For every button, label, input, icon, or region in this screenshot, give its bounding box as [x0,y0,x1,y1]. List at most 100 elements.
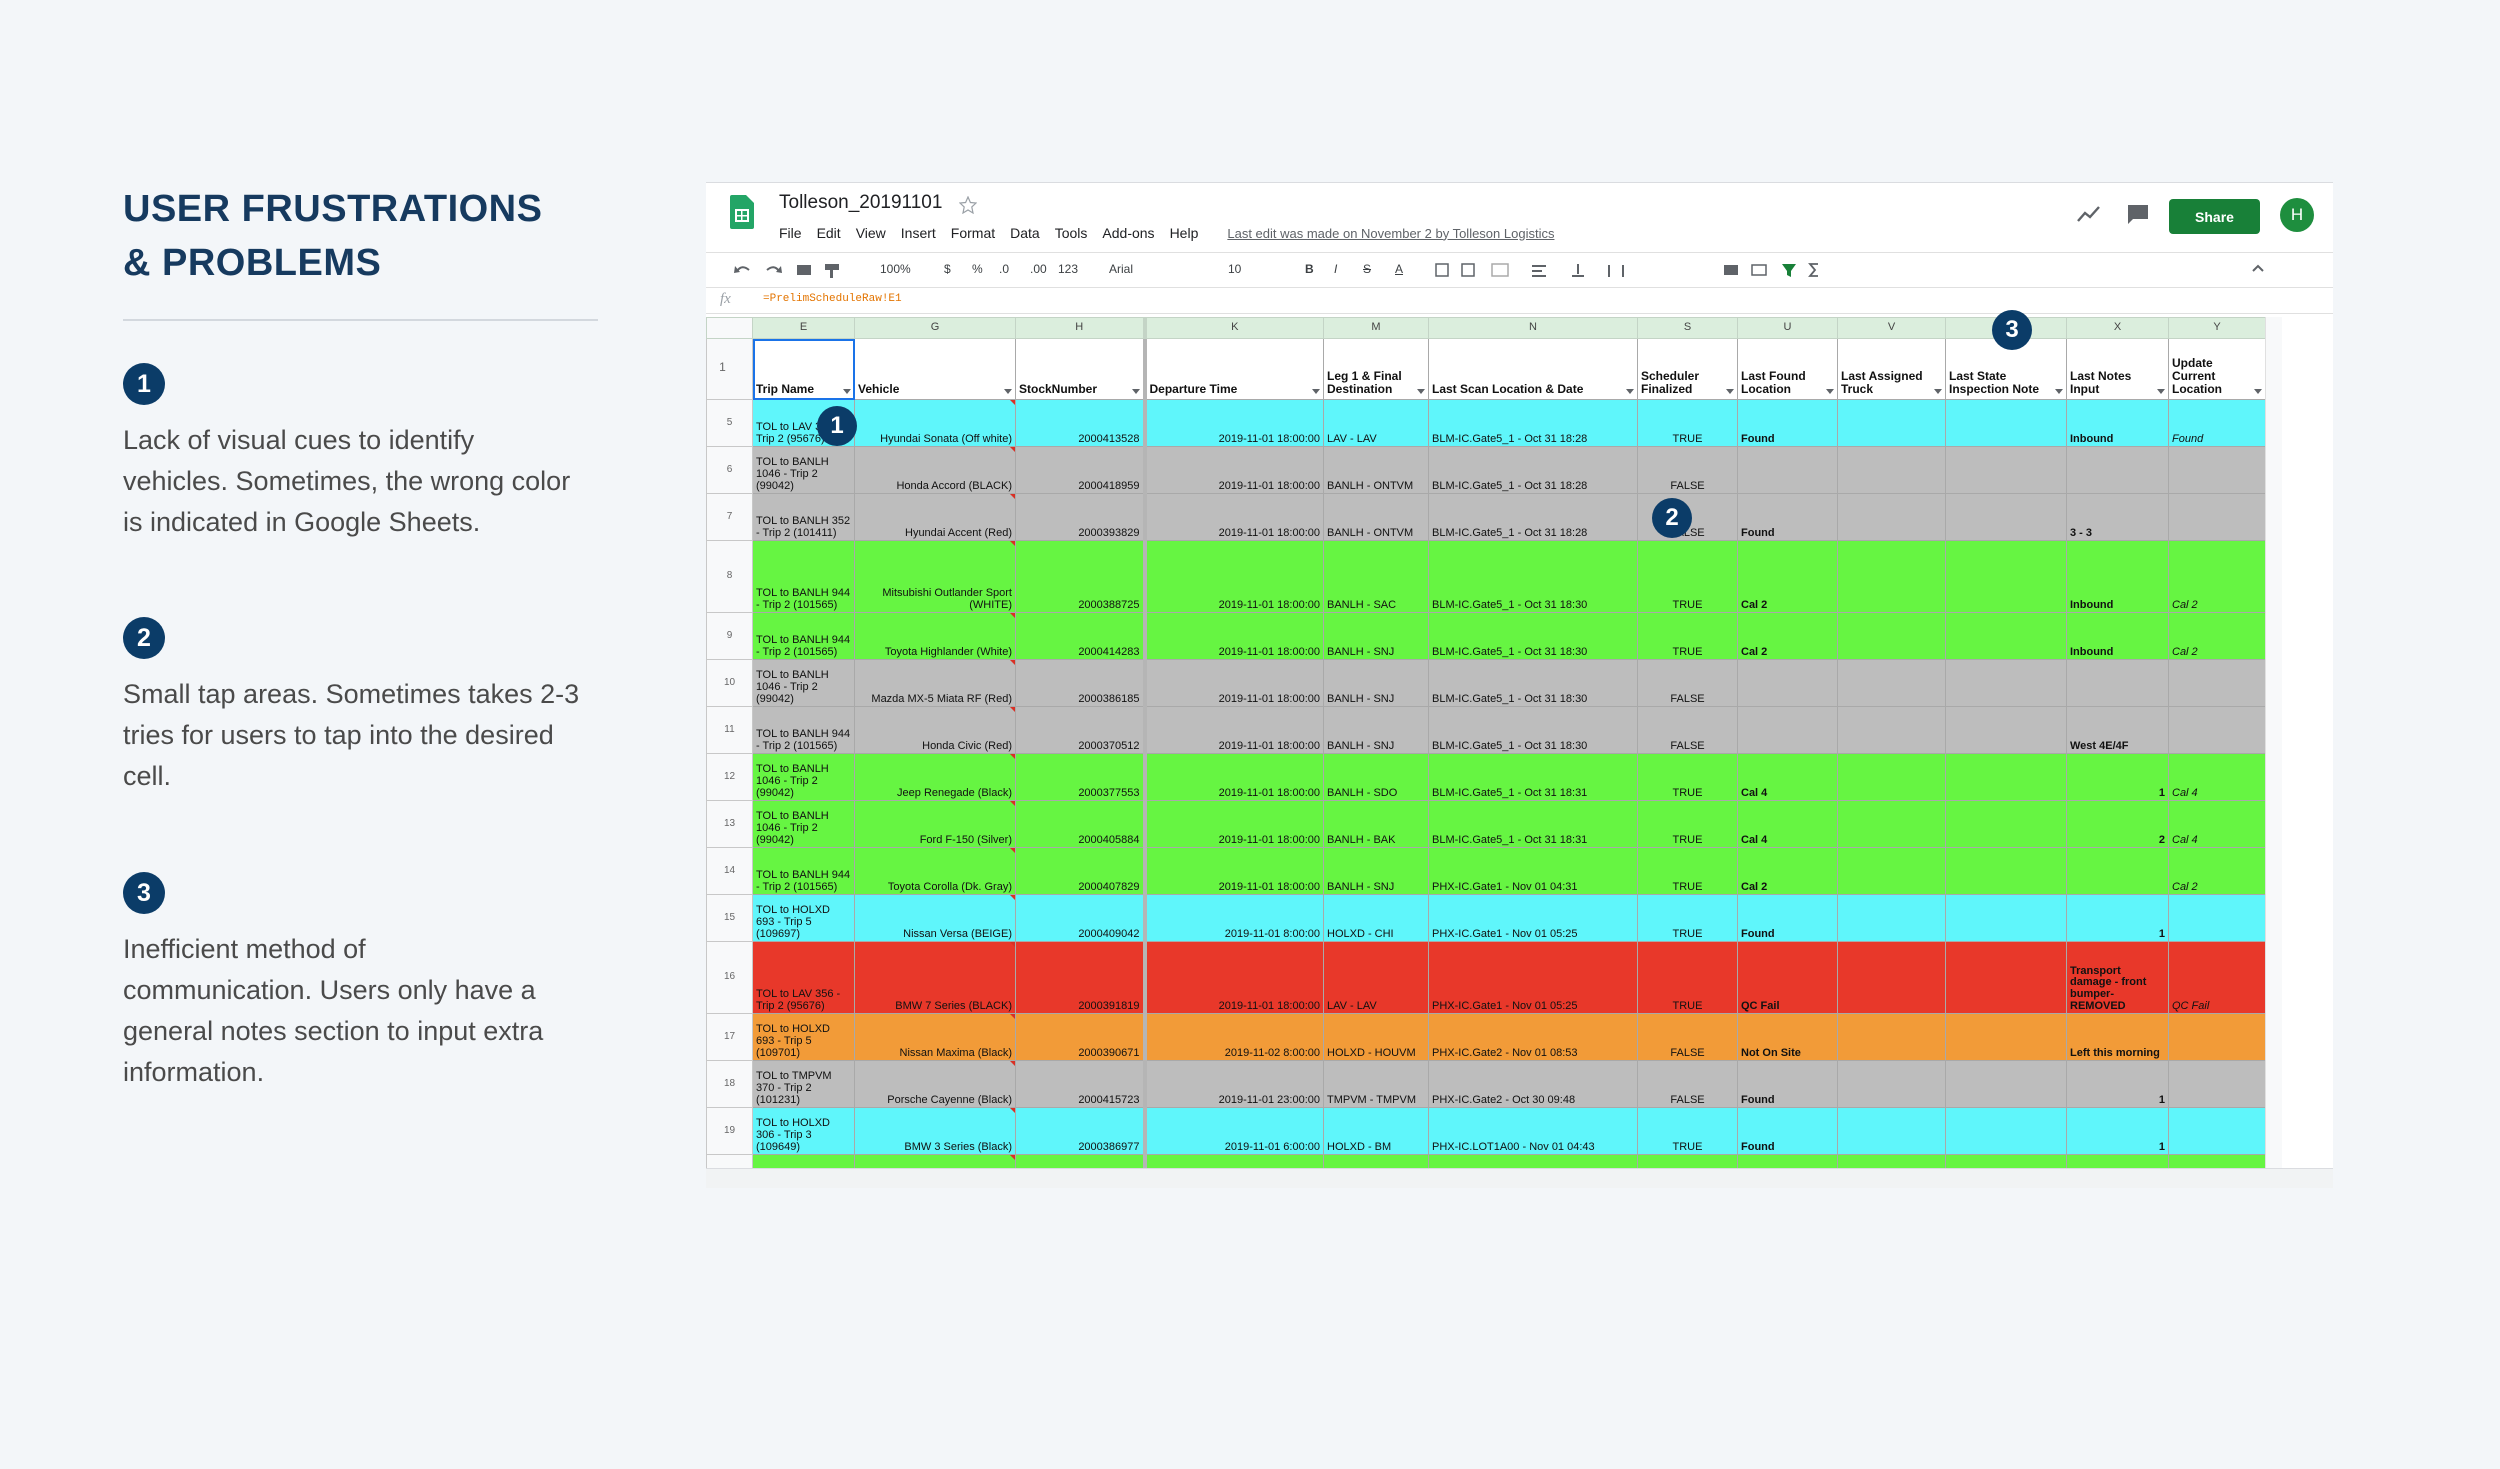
cell[interactable]: Cal 4 [2168,753,2265,801]
cell[interactable]: TRUE [1637,540,1738,613]
cell[interactable] [1837,753,1946,801]
cell[interactable]: TOL to BANLH 1046 - Trip 2 (99042) [752,659,855,707]
cell[interactable]: Hyundai Sonata (Off white) [854,399,1016,447]
cell[interactable] [1945,847,2067,895]
collapse-toolbar[interactable] [2251,263,2265,273]
column-header[interactable]: Scheduler Finalized [1637,338,1738,400]
cell[interactable]: Cal 4 [2168,800,2265,848]
cell[interactable]: 2019-11-01 18:00:00 [1144,941,1324,1014]
cell[interactable]: PHX-IC.Gate2 - Nov 01 08:53 [1428,1013,1638,1061]
cell[interactable]: Hyundai Accent (Red) [854,493,1016,541]
cell[interactable] [1837,493,1946,541]
account-avatar[interactable]: H [2280,198,2314,232]
cell[interactable]: TOL to BANLH 944 - Trip 2 (101565) [752,847,855,895]
cell[interactable] [1428,1154,1638,1168]
cell[interactable] [1945,399,2067,447]
cell[interactable]: 2019-11-01 18:00:00 [1144,612,1324,660]
cell[interactable]: Not On Site [1737,1013,1838,1061]
cell[interactable]: BLM-IC.Gate5_1 - Oct 31 18:28 [1428,446,1638,494]
cell[interactable]: QC Fail [2168,941,2265,1014]
cell[interactable]: BANLH - SNJ [1323,659,1429,707]
share-button[interactable]: Share [2169,199,2260,234]
cell[interactable] [1945,706,2067,754]
cell[interactable]: 2019-11-01 18:00:00 [1144,446,1324,494]
cell[interactable]: Cal 2 [1737,612,1838,660]
cell[interactable]: HOLXD - HOUVM [1323,1013,1429,1061]
menu-item[interactable]: Data [1010,225,1040,241]
cell[interactable]: 2000414283 [1015,612,1147,660]
menu-item[interactable]: Help [1169,225,1199,241]
text-color-button[interactable]: A [1395,262,1404,276]
cell[interactable]: 2000405884 [1015,800,1147,848]
cell[interactable]: Toyota Highlander (White) [854,612,1016,660]
cell[interactable]: 2000418959 [1015,446,1147,494]
column-header[interactable]: Leg 1 & Final Destination [1323,338,1429,400]
cell[interactable] [2168,493,2265,541]
cell[interactable]: TRUE [1637,753,1738,801]
cell[interactable] [1837,659,1946,707]
cell[interactable]: 2000388725 [1015,540,1147,613]
cell[interactable]: Jeep Renegade (Black) [854,753,1016,801]
column-letter[interactable]: V [1837,317,1946,339]
cell[interactable]: FALSE [1637,446,1738,494]
cell[interactable] [1945,941,2067,1014]
cell[interactable] [1945,1107,2067,1155]
cell[interactable] [1945,753,2067,801]
cell[interactable]: HOLXD - BM [1323,1107,1429,1155]
cell[interactable] [2168,1107,2265,1155]
cell[interactable] [1015,1154,1147,1168]
cell[interactable]: FALSE [1637,659,1738,707]
cell[interactable]: 2000386185 [1015,659,1147,707]
column-header[interactable]: Departure Time [1144,338,1324,400]
cell[interactable]: BANLH - SNJ [1323,706,1429,754]
cell[interactable] [1945,659,2067,707]
cell[interactable]: BLM-IC.Gate5_1 - Oct 31 18:30 [1428,659,1638,707]
column-header[interactable]: Update Current Location [2168,338,2265,400]
cell[interactable] [1737,706,1838,754]
cell[interactable] [1837,399,1946,447]
cell[interactable]: Found [1737,1107,1838,1155]
cell[interactable]: TRUE [1637,612,1738,660]
cell[interactable]: 2000407829 [1015,847,1147,895]
cell[interactable]: Nissan Maxima (Black) [854,1013,1016,1061]
cell[interactable] [1144,1154,1324,1168]
cell[interactable]: TRUE [1637,894,1738,942]
cell[interactable]: 2000413528 [1015,399,1147,447]
cell[interactable]: Cal 4 [1737,800,1838,848]
cell[interactable] [2168,894,2265,942]
cell[interactable] [1737,659,1838,707]
number-format[interactable]: 123 [1058,262,1079,276]
column-letter[interactable]: S [1637,317,1738,339]
sheets-logo[interactable] [730,195,754,229]
cell[interactable]: LAV - LAV [1323,941,1429,1014]
cell[interactable]: FALSE [1637,1013,1738,1061]
cell[interactable] [1837,800,1946,848]
cell[interactable]: Honda Civic (Red) [854,706,1016,754]
cell[interactable]: FALSE [1637,706,1738,754]
cell[interactable]: BLM-IC.Gate5_1 - Oct 31 18:28 [1428,493,1638,541]
cell[interactable] [1837,1060,1946,1108]
cell[interactable]: TMPVM - TMPVM [1323,1060,1429,1108]
cell[interactable]: PHX-IC.LOT1A00 - Nov 01 04:43 [1428,1107,1638,1155]
column-header[interactable]: Last Scan Location & Date [1428,338,1638,400]
cell[interactable]: HOLXD - CHI [1323,894,1429,942]
cell[interactable]: 2000415723 [1015,1060,1147,1108]
cell[interactable]: BANLH - ONTVM [1323,493,1429,541]
cell[interactable] [1837,1013,1946,1061]
cell[interactable] [1737,446,1838,494]
cell[interactable]: BANLH - SAC [1323,540,1429,613]
cell[interactable]: TRUE [1637,1107,1738,1155]
cell[interactable]: PHX-IC.Gate1 - Nov 01 05:25 [1428,941,1638,1014]
column-header[interactable]: Last Found Location [1737,338,1838,400]
increase-decimal[interactable]: .00 [1030,262,1047,276]
cell[interactable]: TOL to TMPVM 370 - Trip 2 (101231) [752,1060,855,1108]
cell[interactable] [1837,706,1946,754]
cell[interactable]: Found [1737,493,1838,541]
cell[interactable]: 2 [2066,800,2169,848]
cell[interactable]: TOL to HOLXD [752,1154,855,1168]
cell[interactable]: Ford F-150 (Silver) [854,800,1016,848]
cell[interactable]: BANLH - SNJ [1323,612,1429,660]
cell[interactable]: Found [1737,399,1838,447]
cell[interactable] [1945,1154,2067,1168]
cell[interactable]: 2019-11-01 18:00:00 [1144,399,1324,447]
